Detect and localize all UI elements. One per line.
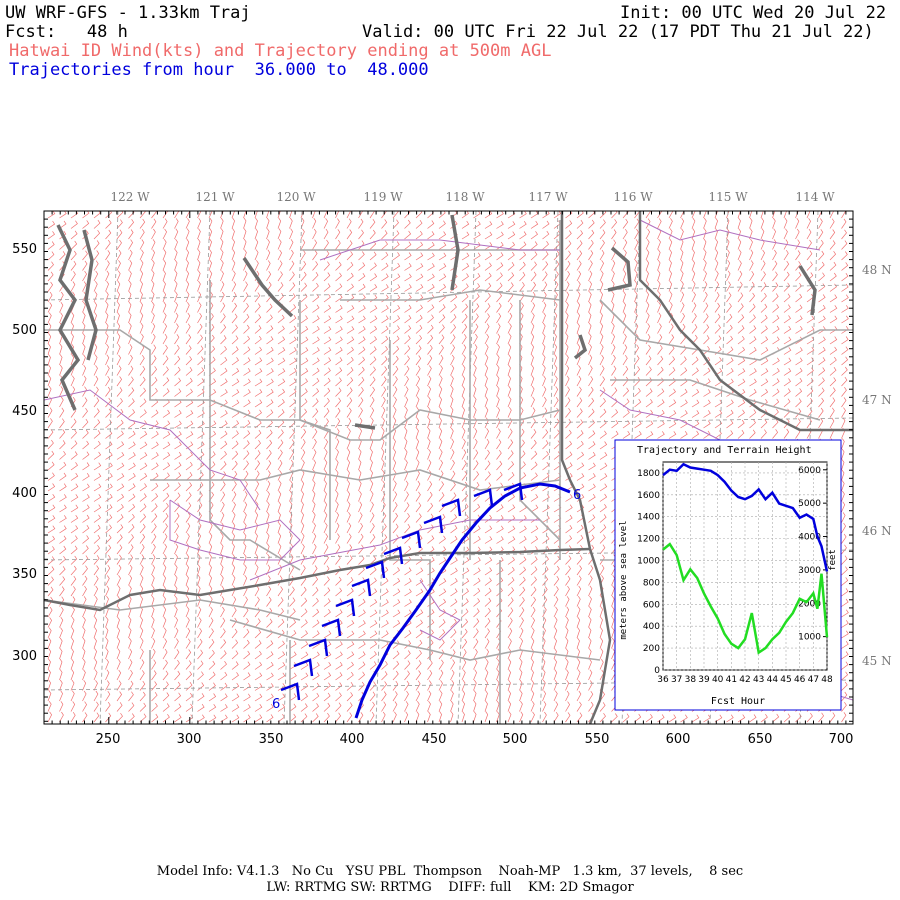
- county-lines-layer: [44, 220, 853, 724]
- lon-label: 114 W: [795, 190, 835, 204]
- inset-right-tick: 6000: [798, 466, 821, 476]
- lon-label: 119 W: [363, 190, 403, 204]
- inset-right-axis-label: feet: [828, 549, 838, 571]
- lon-label: 122 W: [110, 190, 150, 204]
- inset-title: Trajectory and Terrain Height: [637, 445, 812, 456]
- trajectory-arrowhead: [423, 515, 444, 534]
- inset-right-tick: 2000: [798, 599, 821, 609]
- x-tick-label: 550: [585, 732, 610, 747]
- lon-label: 115 W: [708, 190, 748, 204]
- inset-x-tick: 44: [767, 675, 779, 685]
- inset-series-line: [662, 462, 829, 572]
- inset-x-tick: 48: [821, 675, 833, 685]
- y-tick-label: 400: [12, 486, 37, 501]
- x-tick-label: 350: [259, 732, 284, 747]
- lon-label: 116 W: [613, 190, 653, 204]
- init-time: Init: 00 UTC Wed 20 Jul 22: [620, 3, 887, 23]
- inset-left-axis-label: meters above sea level: [619, 520, 629, 639]
- inset-x-tick: 42: [739, 675, 750, 685]
- inset-chart: Trajectory and Terrain Height 0 200 400 600…: [614, 439, 842, 711]
- inset-x-tick: 38: [685, 675, 697, 685]
- x-tick-label: 250: [96, 732, 121, 747]
- trajectory-arrowhead: [473, 488, 494, 507]
- trajectory-arrowhead: [308, 638, 329, 657]
- lat-label: 48 N: [862, 263, 892, 277]
- inset-x-tick: 47: [808, 675, 819, 685]
- lon-label: 121 W: [195, 190, 235, 204]
- trajectory-hours: Trajectories from hour 36.000 to 48.000: [9, 60, 429, 80]
- trajectory-arrowhead: [351, 578, 372, 597]
- inset-left-tick: 200: [643, 644, 660, 654]
- lon-label: 117 W: [528, 190, 568, 204]
- x-tick-label: 600: [666, 732, 691, 747]
- y-tick-label: 550: [12, 242, 37, 257]
- lat-label: 47 N: [862, 393, 892, 407]
- inset-x-tick: 39: [698, 675, 710, 685]
- inset-x-tick: 43: [753, 675, 764, 685]
- trajectory-arrowhead: [280, 682, 301, 701]
- inset-left-tick: 1000: [637, 557, 660, 567]
- inset-x-tick: 41: [726, 675, 737, 685]
- inset-left-tick: 400: [643, 622, 660, 632]
- inset-x-axis-label: Fcst Hour: [711, 696, 765, 707]
- x-tick-label: 650: [748, 732, 773, 747]
- y-tick-label: 350: [12, 567, 37, 582]
- rivers-layer: [44, 219, 853, 701]
- trajectory-arrowhead: [383, 546, 404, 565]
- inset-left-tick: 1200: [637, 535, 660, 545]
- trajectory-start-label: 6: [272, 697, 280, 712]
- inset-right-tick: 5000: [798, 499, 821, 509]
- trajectory-arrowhead: [401, 530, 422, 549]
- trajectory-arrowhead: [365, 560, 386, 579]
- trajectory-arrowhead: [293, 658, 314, 677]
- trajectory-arrows: [280, 482, 524, 701]
- trajectory-arrowhead: [321, 618, 342, 637]
- lon-label: 118 W: [445, 190, 485, 204]
- trajectory-arrowhead: [503, 482, 524, 501]
- inset-left-tick: 600: [643, 600, 660, 610]
- inset-x-tick: 40: [712, 675, 724, 685]
- inset-right-tick: 4000: [798, 533, 821, 543]
- lat-label: 46 N: [862, 524, 892, 538]
- state-borders-layer: [44, 211, 853, 724]
- inset-left-tick: 0: [654, 666, 660, 676]
- model-title: UW WRF-GFS - 1.33km Traj: [5, 3, 251, 23]
- trajectory-arrowhead: [335, 598, 356, 617]
- inset-plot-area: 0 200 400 600 800 1000 1200 1400 1600 1800 1000 200…: [637, 461, 833, 685]
- inset-left-tick: 1600: [637, 491, 660, 501]
- x-tick-label: 300: [177, 732, 202, 747]
- model-info-line1: Model Info: V4.1.3 No Cu YSU PBL Thompso…: [156, 864, 744, 879]
- inset-left-tick: 1400: [637, 513, 660, 523]
- inset-right-tick: 1000: [798, 633, 821, 643]
- model-info-line2: LW: RRTMG SW: RRTMG DIFF: full KM: 2D Sm…: [266, 880, 634, 895]
- trajectory-path: [354, 482, 571, 719]
- inset-left-tick: 800: [643, 578, 660, 588]
- lon-label: 120 W: [276, 190, 316, 204]
- y-tick-label: 450: [12, 404, 37, 419]
- inset-left-tick: 1800: [637, 469, 660, 479]
- forecast-hour: Fcst: 48 h: [5, 22, 128, 42]
- lat-label: 45 N: [862, 654, 892, 668]
- field-description: Hatwai ID Wind(kts) and Trajectory endin…: [9, 41, 552, 61]
- trajectory-arrowhead: [441, 498, 462, 517]
- trajectory-end-label: 6: [573, 488, 581, 503]
- valid-time: Valid: 00 UTC Fri 22 Jul 22 (17 PDT Thu …: [362, 22, 874, 42]
- map-axis-labels: 122 W 121 W 120 W 119 W 118 W 117 W 116 W 115 W…: [12, 190, 891, 747]
- lakes-coast-layer: [56, 214, 817, 430]
- inset-series-line: [662, 542, 829, 655]
- x-tick-label: 700: [829, 732, 854, 747]
- inset-right-tick: 3000: [798, 566, 821, 576]
- inset-x-tick: 46: [794, 675, 806, 685]
- x-tick-label: 500: [503, 732, 528, 747]
- y-tick-label: 300: [12, 649, 37, 664]
- frame-ticks: [43, 210, 853, 724]
- inset-x-tick: 36: [657, 675, 669, 685]
- y-tick-label: 500: [12, 323, 37, 338]
- x-tick-label: 400: [340, 732, 365, 747]
- inset-x-tick: 37: [671, 675, 682, 685]
- x-tick-label: 450: [422, 732, 447, 747]
- inset-x-tick: 45: [780, 675, 791, 685]
